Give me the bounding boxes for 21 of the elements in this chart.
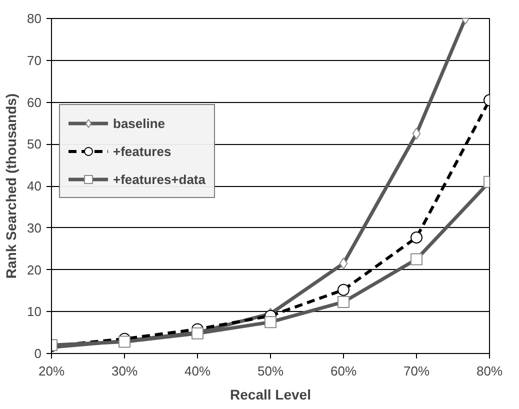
- y-tick-label: 70: [27, 52, 42, 68]
- x-tick-label: 40%: [184, 364, 211, 378]
- y-tick-label: 0: [34, 346, 42, 361]
- x-tick-label: 60%: [330, 364, 357, 378]
- y-tick-label: 40: [27, 178, 42, 194]
- legend-label: baseline: [113, 116, 166, 130]
- y-tick-label: 60: [27, 94, 42, 110]
- y-tick-label: 20: [27, 262, 42, 278]
- x-tick-label: 70%: [403, 364, 430, 378]
- x-axis-title: Recall Level: [230, 386, 311, 402]
- x-tick-label: 80%: [476, 364, 503, 378]
- y-tick-label: 30: [27, 220, 42, 236]
- y-axis-title: Rank Searched (thousands): [3, 93, 20, 279]
- x-tick-label: 50%: [257, 364, 284, 378]
- x-tick-label: 20%: [38, 364, 65, 378]
- y-tick-label: 80: [27, 11, 42, 26]
- x-tick-label: 30%: [111, 364, 138, 378]
- legend-label: +features+data: [113, 172, 206, 186]
- legend-label: +features: [113, 144, 172, 158]
- y-tick-label: 10: [27, 304, 42, 320]
- y-tick-label: 50: [27, 136, 42, 152]
